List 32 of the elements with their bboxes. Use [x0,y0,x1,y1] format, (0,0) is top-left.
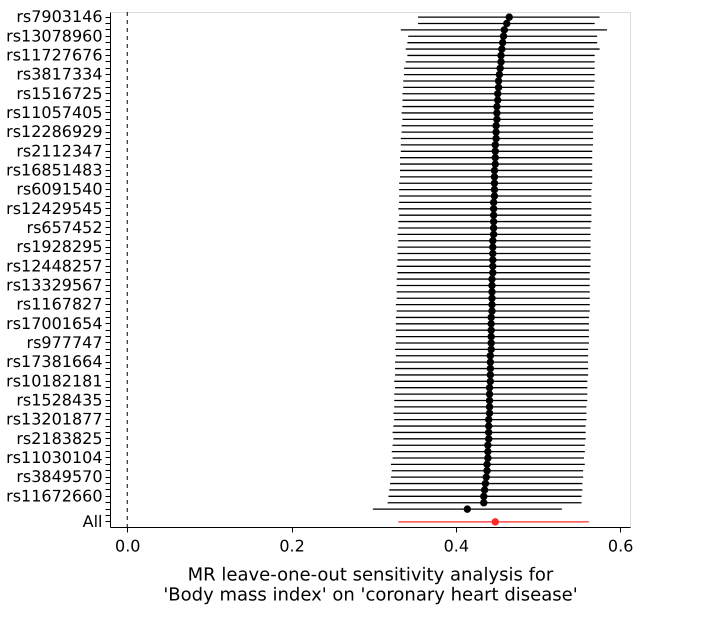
y-tick-label: rs2183825 [16,428,102,448]
x-tick-label: 0.0 [115,536,140,556]
y-tick-label: rs11672660 [6,486,102,506]
y-tick-label: rs12286929 [6,122,102,142]
y-tick-label: rs977747 [26,332,102,352]
y-tick-label: rs12448257 [6,256,102,276]
x-tick-label: 0.6 [608,536,634,556]
y-tick-label: rs16851483 [6,160,102,180]
x-axis-title: MR leave-one-out sensitivity analysis for 'Body mass index' on 'coronary heart disease' [163,564,578,606]
y-tick-label: rs13329567 [6,275,102,294]
y-tick-label: All [82,512,102,531]
y-tick-label: rs10182181 [6,371,102,390]
y-tick-label: rs657452 [26,218,102,237]
y-tick-label: rs2112347 [16,141,102,160]
y-tick-label: rs6091540 [16,180,102,199]
x-tick-label: 0.4 [444,536,470,556]
y-tick-label: rs1528435 [16,390,102,410]
y-tick-label: rs12429545 [6,198,102,218]
y-tick-label: rs1516725 [16,84,102,103]
y-tick-label: rs13078960 [6,26,102,46]
y-tick-label: rs17001654 [6,314,102,333]
y-tick-label: rs1928295 [16,237,102,256]
y-tick-label: rs11030104 [6,448,102,467]
y-tick-label: rs17381664 [6,352,102,372]
y-tick-label: rs3817334 [16,64,102,84]
y-tick-label: rs11057405 [6,102,102,122]
y-tick-label: rs1167827 [16,294,102,314]
y-tick-label: rs7903146 [16,7,102,26]
y-tick-label: rs11727676 [6,45,102,64]
x-tick-label: 0.2 [279,536,305,556]
y-tick-label: rs13201877 [6,410,102,429]
y-tick-label: rs3849570 [16,467,102,486]
